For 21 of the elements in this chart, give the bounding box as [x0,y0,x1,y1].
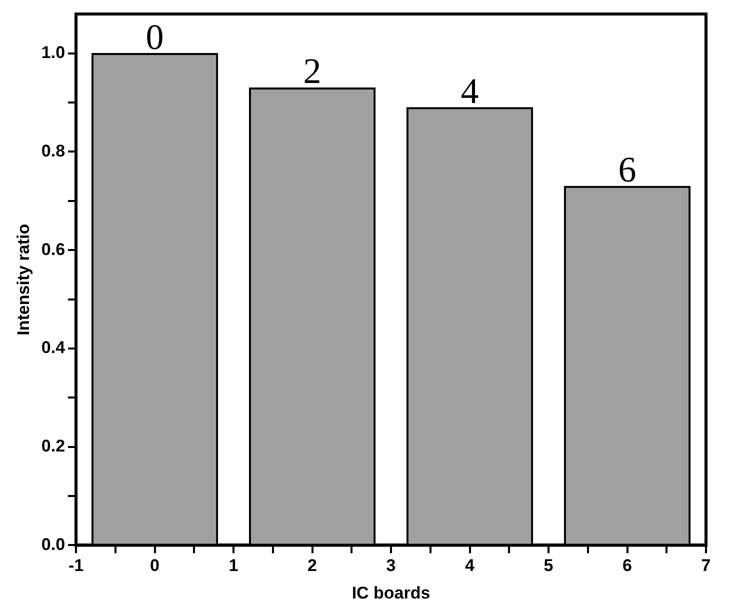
x-tick-label: 5 [544,556,554,576]
x-tick-label: 1 [228,556,238,576]
x-axis-title: IC boards [352,583,430,602]
y-tick-label: 0.6 [41,240,66,259]
annotation: 6 [618,150,636,190]
y-tick-label: 0.8 [41,141,66,160]
y-tick-label: 0.4 [41,338,66,358]
x-tick-label: -1 [68,556,84,576]
x-tick-label: 3 [386,556,396,576]
x-tick-label: 2 [308,556,318,576]
y-axis-title: Intensity ratio [14,224,33,336]
x-tick-label: 6 [622,556,632,576]
y-tick-label: 1.0 [41,43,66,62]
y-tick-label: 0.0 [41,534,66,554]
annotation: 0 [146,16,164,57]
x-tick-label: 7 [701,556,711,576]
annotation: 2 [303,51,322,92]
x-tick-label: 0 [150,556,160,576]
annotation: 4 [460,70,479,111]
x-tick-label: 4 [465,556,476,576]
y-tick-label: 0.2 [41,436,66,456]
